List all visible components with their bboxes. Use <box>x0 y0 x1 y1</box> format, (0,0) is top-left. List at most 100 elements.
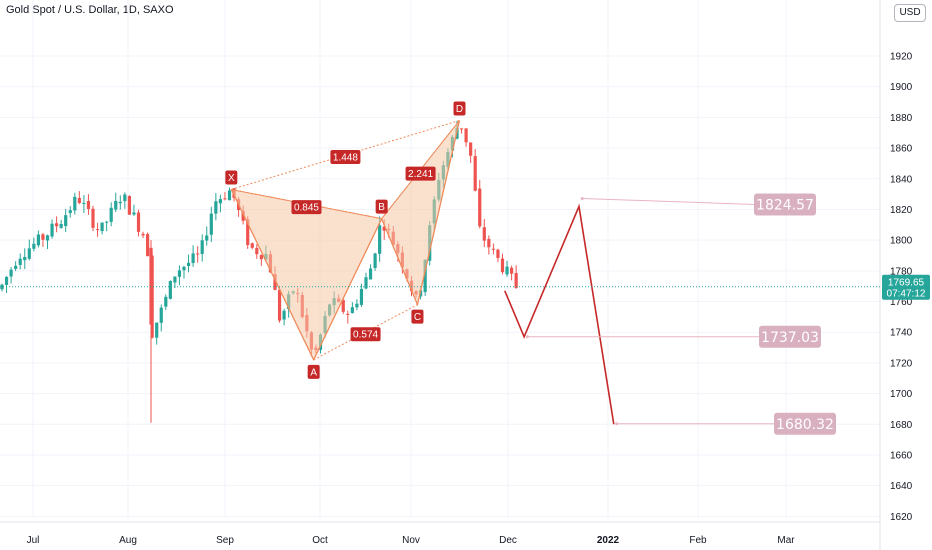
candle <box>141 231 145 239</box>
point-badge-bg <box>411 309 424 324</box>
candle-body <box>277 289 282 321</box>
target-label: 1680.32 <box>776 417 834 433</box>
candle <box>4 276 9 294</box>
point-badge-a: A <box>307 364 320 379</box>
candle <box>459 128 464 134</box>
candle <box>491 243 495 255</box>
candle <box>500 253 505 275</box>
ratio-label: 0.845 <box>294 203 319 214</box>
target-anchor <box>580 196 584 200</box>
candle-body <box>500 258 505 273</box>
candle <box>36 230 40 248</box>
candle <box>64 208 68 233</box>
candle <box>105 220 109 232</box>
candle-body <box>4 276 9 285</box>
candle-body <box>259 254 263 260</box>
candle-body <box>146 234 150 257</box>
x-tick-label: Mar <box>777 535 795 546</box>
candle <box>100 222 104 235</box>
candle <box>186 254 191 273</box>
candle <box>487 235 491 255</box>
ratio-badge: 0.845 <box>291 200 322 215</box>
candle <box>127 195 131 215</box>
candle-body <box>109 207 113 222</box>
ratio-badge: 1.448 <box>330 149 361 164</box>
candle-body <box>86 201 91 209</box>
candle-body <box>45 235 50 241</box>
candle <box>359 283 364 307</box>
ratio-badge-bg <box>291 200 322 215</box>
x-tick-label: Jul <box>27 535 40 546</box>
candle-body <box>18 258 22 265</box>
candle <box>214 193 218 221</box>
candle-body <box>250 243 254 248</box>
x-tick-label: Nov <box>402 535 420 546</box>
candle-body <box>114 200 118 210</box>
candle <box>209 206 213 242</box>
candle <box>277 286 282 323</box>
candle-body <box>355 303 359 308</box>
candle <box>255 244 259 259</box>
ratio-label: 0.574 <box>353 330 378 341</box>
candle <box>464 128 468 147</box>
candle <box>173 276 177 289</box>
point-badge-c: C <box>411 309 424 324</box>
candle-body <box>177 270 182 277</box>
candle <box>478 179 482 229</box>
candle <box>368 264 373 280</box>
candle-body <box>149 247 153 325</box>
candle <box>223 192 227 201</box>
candle-body <box>368 268 373 280</box>
candle <box>200 234 204 262</box>
candle <box>510 265 514 281</box>
candle-body <box>127 196 131 215</box>
candle-body <box>27 248 31 259</box>
candle-body <box>182 266 186 271</box>
candle-body <box>373 253 377 268</box>
candle-body <box>186 262 191 267</box>
y-tick-label: 1900 <box>890 82 913 93</box>
candle-body <box>469 142 473 156</box>
candle-body <box>205 235 209 241</box>
candle <box>109 202 113 227</box>
candle <box>73 192 77 215</box>
candle-body <box>136 212 141 232</box>
candle-body <box>478 188 482 227</box>
currency-button[interactable]: USD <box>894 4 926 22</box>
candle-body <box>23 256 27 261</box>
ratio-label: 1.448 <box>333 152 358 163</box>
candle <box>227 187 232 201</box>
candle-body <box>14 265 18 269</box>
candle-body <box>9 269 13 277</box>
target-anchor <box>615 422 619 426</box>
candle-body <box>200 240 204 254</box>
point-badge-bg <box>453 101 466 116</box>
candle-body <box>364 277 368 289</box>
x-tick-label: 2022 <box>597 535 620 546</box>
candle <box>355 299 359 311</box>
x-tick-label: Sep <box>216 535 234 546</box>
candle-body <box>82 202 86 205</box>
y-tick-label: 1820 <box>890 205 913 216</box>
candle <box>118 195 122 210</box>
candle <box>505 260 509 277</box>
candle-body <box>64 215 68 227</box>
candle <box>282 308 286 326</box>
candle <box>32 237 36 252</box>
y-tick-label: 1700 <box>890 389 913 400</box>
candle-body <box>246 219 250 246</box>
point-label: C <box>414 312 421 323</box>
candle <box>177 265 182 286</box>
x-tick-label: Feb <box>689 535 707 546</box>
candle-body <box>214 201 218 214</box>
candle-body <box>123 194 127 202</box>
y-tick-label: 1640 <box>890 481 913 492</box>
candle <box>114 192 118 212</box>
point-label: X <box>228 173 235 184</box>
candle <box>514 265 518 289</box>
candle-body <box>423 259 427 293</box>
y-tick-label: 1880 <box>890 113 913 124</box>
candle <box>168 280 172 300</box>
